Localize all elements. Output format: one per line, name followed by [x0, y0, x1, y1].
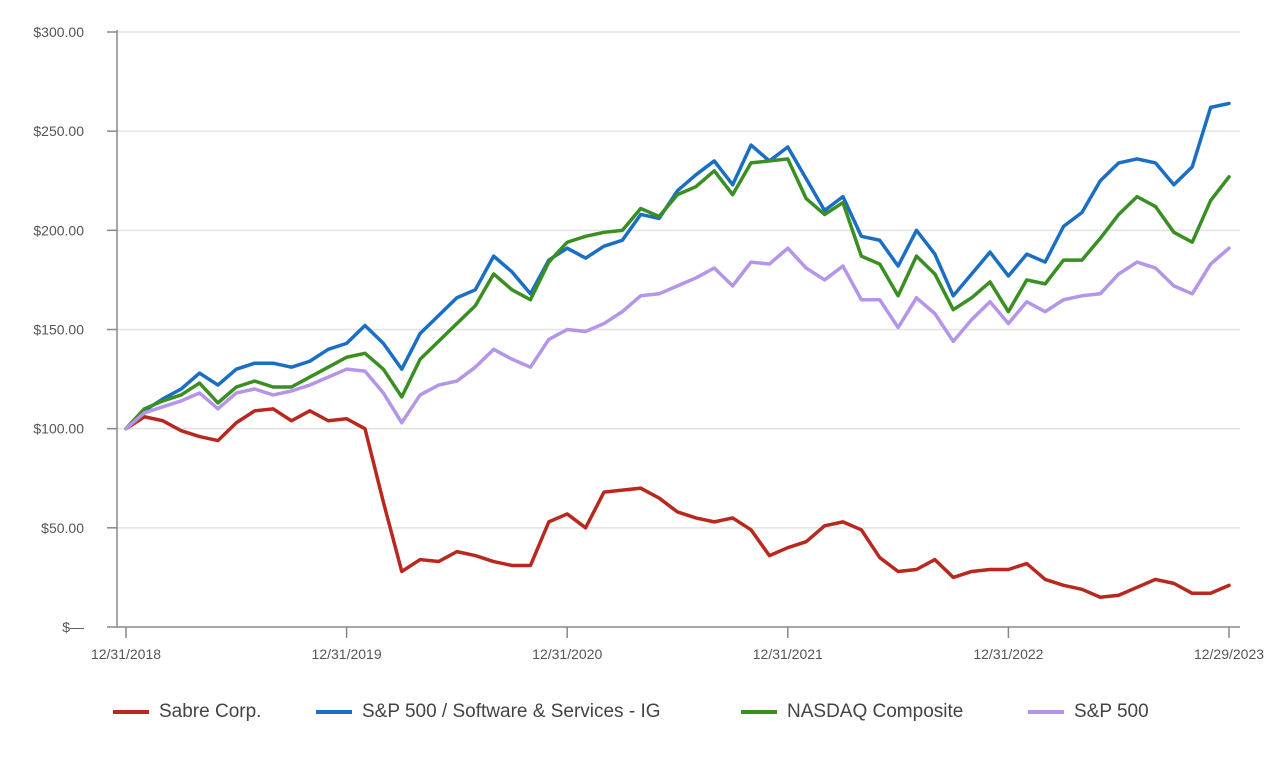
x-axis-ticks: 12/31/2018 12/31/2019 12/31/2020 12/31/2021…: [91, 627, 1264, 662]
x-tick-label: 12/31/2021: [753, 646, 823, 662]
legend-swatch-software-services: [316, 710, 352, 714]
y-tick-label: $50.00: [41, 520, 84, 536]
x-tick-label: 12/31/2019: [312, 646, 382, 662]
y-tick-label: $200.00: [33, 222, 84, 238]
legend-swatch-sabre: [113, 710, 149, 714]
line-chart: $— $50.00 $100.00 $150.00 $200.00 $250.00 $300…: [33, 24, 1264, 662]
x-tick-label: 12/31/2018: [91, 646, 161, 662]
series-lines: [124, 101, 1231, 599]
legend-label-sp500: S&P 500: [1074, 701, 1149, 722]
legend-swatch-sp500: [1028, 710, 1064, 714]
legend-item-software-services: S&P 500 / Software & Services - IG: [316, 697, 661, 727]
legend-item-sabre: Sabre Corp.: [113, 697, 261, 727]
y-tick-label: $100.00: [33, 421, 84, 437]
legend-swatch-nasdaq: [741, 710, 777, 714]
y-axis-ticks: $— $50.00 $100.00 $150.00 $200.00 $250.00 $300…: [33, 24, 117, 635]
series-line-s-p-500: [124, 246, 1231, 431]
y-tick-label: $150.00: [33, 322, 84, 338]
y-tick-label: $300.00: [33, 24, 84, 40]
grid-lines: [117, 31, 1240, 529]
legend-label-software-services: S&P 500 / Software & Services - IG: [362, 701, 661, 722]
legend-item-nasdaq: NASDAQ Composite: [741, 697, 963, 727]
legend-item-sp500: S&P 500: [1028, 697, 1149, 727]
legend: Sabre Corp. S&P 500 / Software & Service…: [0, 697, 1270, 727]
legend-label-nasdaq: NASDAQ Composite: [787, 701, 964, 722]
x-tick-label: 12/31/2022: [973, 646, 1043, 662]
series-line-nasdaq-composite: [124, 157, 1231, 431]
legend-label-sabre: Sabre Corp.: [159, 701, 262, 722]
x-tick-label: 12/29/2023: [1194, 646, 1264, 662]
y-tick-label: $—: [62, 619, 84, 635]
y-tick-label: $250.00: [33, 123, 84, 139]
series-line-s-p-500-software-services-ig: [124, 101, 1231, 431]
x-tick-label: 12/31/2020: [532, 646, 602, 662]
series-line-sabre-corp: [124, 407, 1231, 599]
